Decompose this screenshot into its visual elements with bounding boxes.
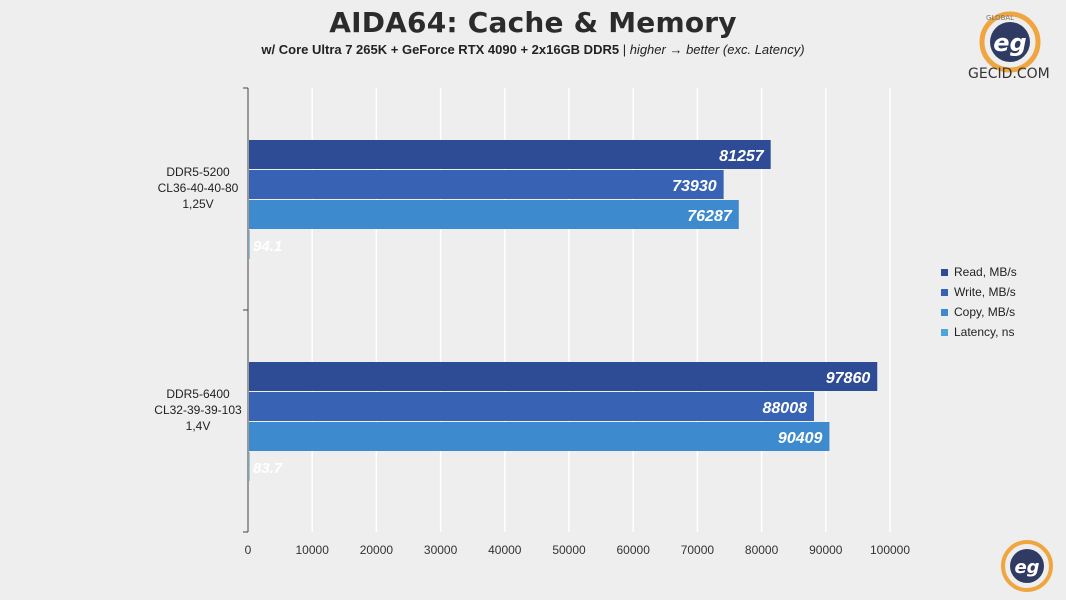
x-tick-label: 0 <box>245 543 252 557</box>
bar-value-label: 73930 <box>672 178 717 195</box>
category-label: CL32-39-39-103 <box>154 403 242 417</box>
legend-label: Write, MB/s <box>954 285 1016 299</box>
x-tick-label: 20000 <box>360 543 394 557</box>
bar-write <box>249 170 724 199</box>
bar-latency <box>249 230 250 259</box>
bar-write <box>249 392 815 421</box>
x-tick-label: 80000 <box>745 543 779 557</box>
chart-title: AIDA64: Cache & Memory <box>329 6 737 39</box>
x-tick-label: 60000 <box>617 543 651 557</box>
gecid-logo-icon: eg GLOBAL <box>979 11 1041 73</box>
legend-item: Latency, ns <box>941 322 1017 342</box>
legend-item: Write, MB/s <box>941 282 1017 302</box>
svg-text:eg: eg <box>993 29 1026 57</box>
bar-read <box>249 362 878 391</box>
category-label: DDR5-6400 <box>166 387 230 401</box>
legend-item: Read, MB/s <box>941 262 1017 282</box>
bar-value-label: 90409 <box>778 430 823 447</box>
category-label: 1,4V <box>186 419 211 433</box>
legend-swatch <box>941 328 948 336</box>
x-tick-label: 50000 <box>552 543 586 557</box>
chart-subtitle: w/ Core Ultra 7 265K + GeForce RTX 4090 … <box>0 42 1066 57</box>
legend-label: Latency, ns <box>954 325 1015 339</box>
x-tick-label: 100000 <box>870 543 910 557</box>
category-label: DDR5-5200 <box>166 165 230 179</box>
category-label: 1,25V <box>182 197 213 211</box>
x-tick-label: 70000 <box>681 543 715 557</box>
latency-value-label: 83.7 <box>253 460 283 477</box>
bar-value-label: 97860 <box>826 370 871 387</box>
subtitle-note: higher → better (exc. Latency) <box>629 42 805 57</box>
category-label: CL36-40-40-80 <box>158 181 239 195</box>
x-tick-label: 30000 <box>424 543 458 557</box>
svg-text:GLOBAL: GLOBAL <box>986 14 1014 22</box>
x-tick-label: 90000 <box>809 543 843 557</box>
legend-swatch <box>941 308 948 316</box>
site-name: GECID.COM <box>968 66 1050 82</box>
legend-item: Copy, MB/s <box>941 302 1017 322</box>
bar-latency <box>249 452 250 481</box>
bar-value-label: 88008 <box>763 400 808 417</box>
bar-value-label: 76287 <box>687 208 733 225</box>
gecid-small-logo-icon: eg <box>1001 540 1053 592</box>
legend-swatch <box>941 268 948 276</box>
x-tick-label: 10000 <box>296 543 330 557</box>
bar-copy <box>249 422 830 451</box>
chart-legend: Read, MB/s Write, MB/s Copy, MB/s Latency, … <box>941 262 1017 342</box>
subtitle-config: w/ Core Ultra 7 265K + GeForce RTX 4090 … <box>261 42 620 57</box>
legend-label: Copy, MB/s <box>954 305 1016 319</box>
bar-copy <box>249 200 739 229</box>
legend-label: Read, MB/s <box>954 265 1017 279</box>
svg-text:eg: eg <box>1014 557 1039 578</box>
bar-value-label: 81257 <box>719 148 765 165</box>
x-tick-label: 40000 <box>488 543 522 557</box>
subtitle-separator: | <box>619 42 630 57</box>
bar-read <box>249 140 771 169</box>
latency-value-label: 94.1 <box>253 238 282 255</box>
legend-swatch <box>941 288 948 296</box>
